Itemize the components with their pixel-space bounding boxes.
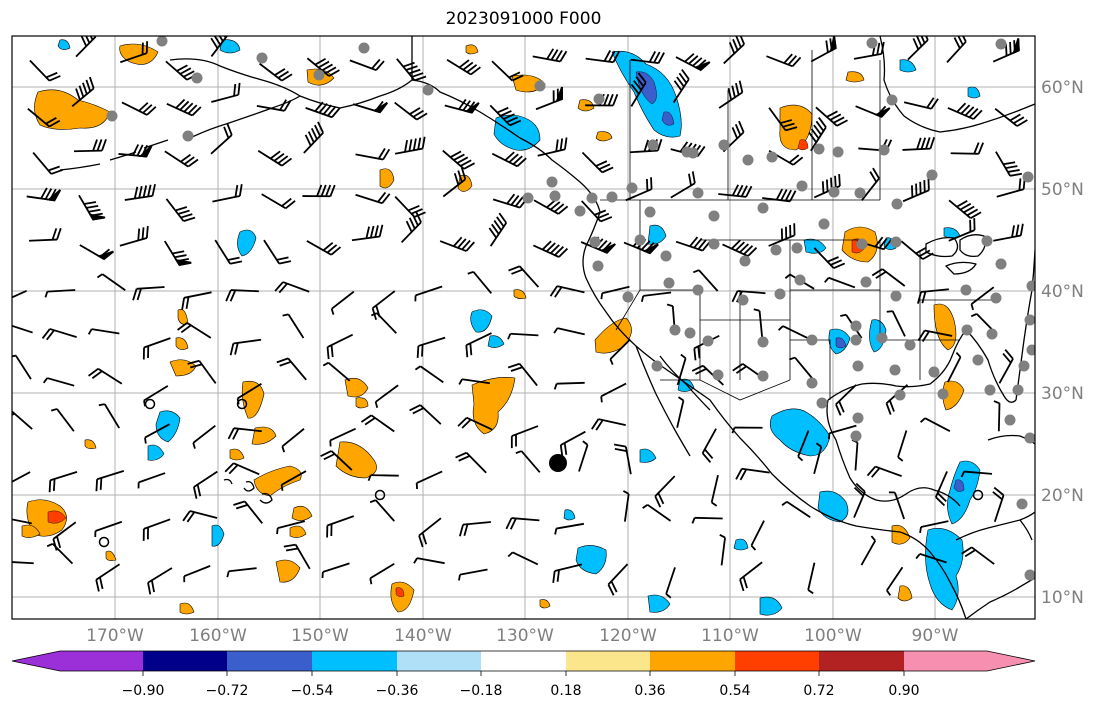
lon-label: 120°W [599,626,657,646]
wind-barbs [12,36,1028,599]
lat-label: 30°N [1041,384,1084,404]
coastlines [59,36,1035,619]
storm-marker [549,454,567,472]
colorbar-extend-high [987,651,1035,671]
lat-label: 60°N [1041,78,1084,98]
lon-label: 100°W [804,626,862,646]
lon-label: 140°W [394,626,452,646]
colorbar: −0.90 −0.72 −0.54 −0.36 −0.18 0.18 0.36 0.54 0.7… [11,650,1036,699]
station-dots [106,36,1035,581]
colorbar-segment [819,651,904,671]
lon-label: 150°W [291,626,349,646]
colorbar-segment [397,651,481,671]
colorbar-segment [735,651,819,671]
colorbar-tick-label: 0.90 [888,683,919,699]
colorbar-segment [60,651,143,671]
lat-label: 40°N [1041,282,1084,302]
latitude-labels: 60°N 50°N 40°N 30°N 20°N 10°N [1041,78,1084,608]
colorbar-segment [566,651,650,671]
lat-label: 10°N [1041,588,1084,608]
colorbar-segment [650,651,735,671]
colorbar-tick-label: −0.90 [122,683,165,699]
lon-label: 160°W [189,626,247,646]
colorbar-tick-label: 0.54 [719,683,750,699]
lon-label: 110°W [701,626,759,646]
lon-label: 130°W [496,626,554,646]
colorbar-segment [312,651,397,671]
lon-label: 90°W [912,626,959,646]
colorbar-extend-low [12,651,60,671]
colorbar-outline [11,650,1036,672]
colorbar-segment [904,651,987,671]
lat-label: 50°N [1041,180,1084,200]
colorbar-segment [227,651,312,671]
colorbar-segment [143,651,227,671]
map-frame [11,35,1036,620]
map-area [11,35,1036,620]
colorbar-tick-label: 0.18 [550,683,581,699]
calm-circles [98,398,984,548]
shaded-low [635,71,965,492]
map-title: 2023091000 F000 [445,9,602,29]
colorbar-tick-label: −0.72 [206,683,249,699]
lon-label: 170°W [86,626,144,646]
colorbar-tick-label: 0.36 [634,683,665,699]
colorbar-tick-label: 0.72 [803,683,834,699]
colorbar-tick-label: −0.54 [291,683,334,699]
colorbar-tick-label: −0.18 [460,683,503,699]
lat-label: 20°N [1041,486,1084,506]
colorbar-tick-label: −0.36 [376,683,419,699]
colorbar-segment [481,651,566,671]
longitude-labels: 170°W 160°W 150°W 140°W 130°W 120°W 110°W 100°W… [86,626,959,646]
